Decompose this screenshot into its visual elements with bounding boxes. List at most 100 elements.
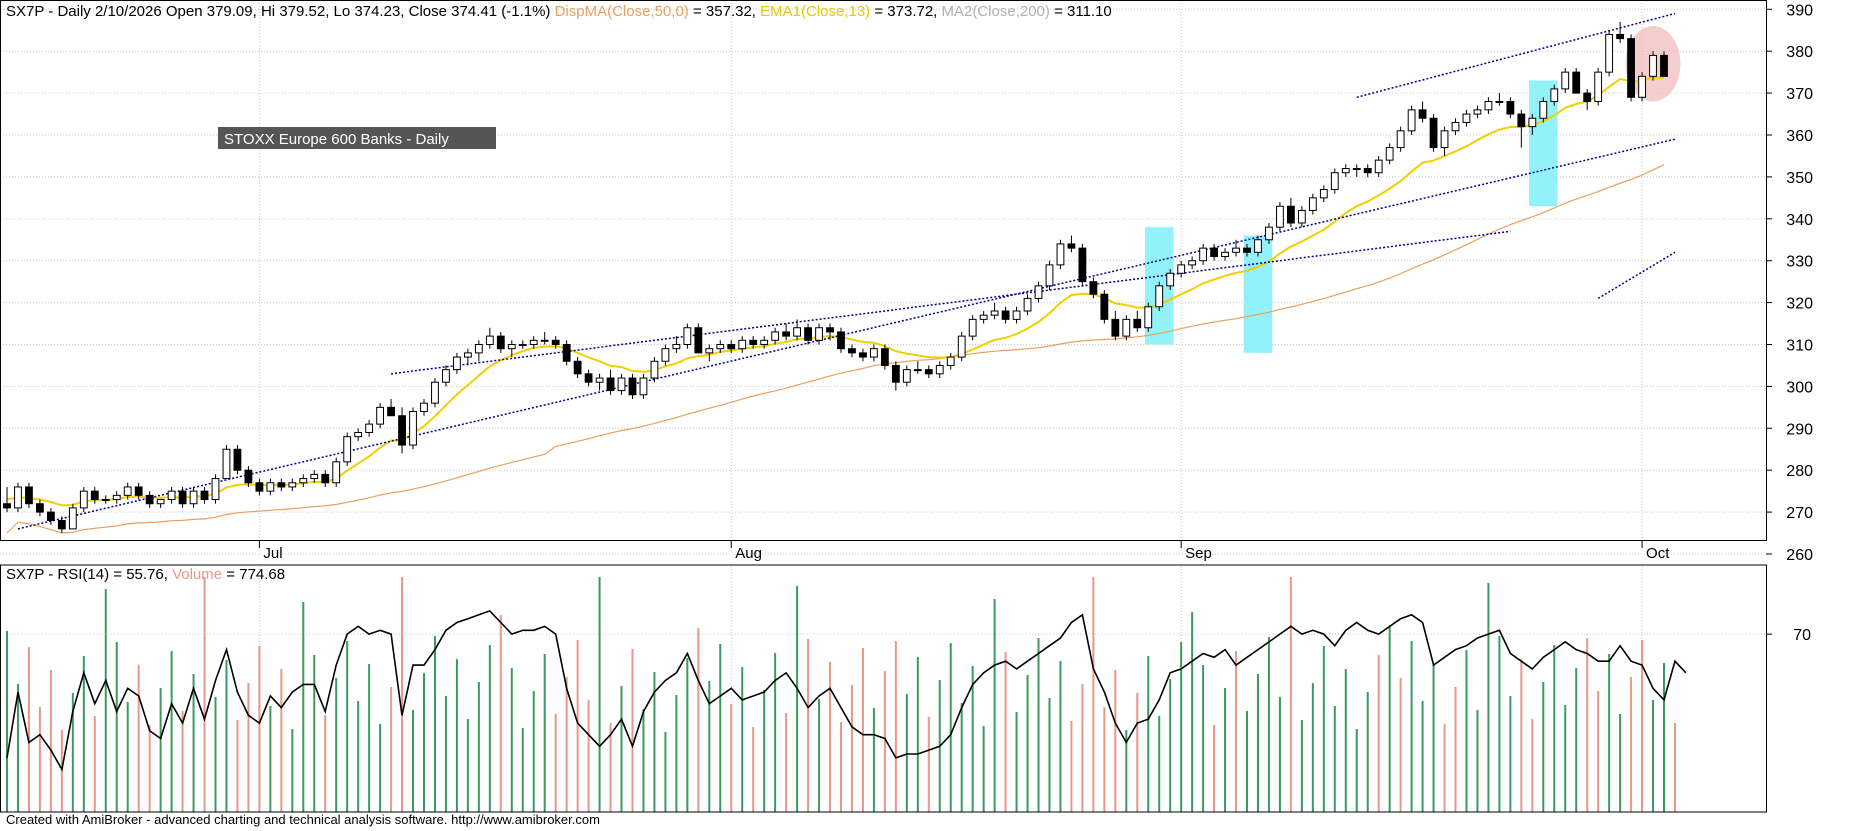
candle-body bbox=[25, 486, 33, 505]
candle-body bbox=[354, 431, 363, 438]
price-tick-label: 310 bbox=[1786, 338, 1813, 355]
candle-body bbox=[672, 344, 681, 350]
candle-body bbox=[178, 490, 187, 505]
candle-body bbox=[244, 469, 253, 484]
price-tick-label: 330 bbox=[1786, 254, 1813, 271]
candle-body bbox=[529, 339, 538, 345]
candle-body bbox=[46, 511, 55, 521]
candle-body bbox=[606, 377, 615, 392]
price-panel-frame bbox=[0, 0, 1767, 541]
candle-body bbox=[935, 364, 944, 375]
candle-body bbox=[1385, 147, 1394, 161]
candle-body bbox=[1045, 264, 1054, 287]
candle-body bbox=[650, 360, 659, 379]
price-tick-label: 270 bbox=[1786, 505, 1813, 522]
candle-body bbox=[277, 482, 286, 488]
price-tick-label: 380 bbox=[1786, 44, 1813, 61]
candle-body bbox=[804, 327, 812, 341]
grid-layer bbox=[0, 0, 1766, 812]
candle-body bbox=[156, 499, 165, 505]
rsi-tick-label: 70 bbox=[1793, 627, 1811, 644]
candle-body bbox=[474, 344, 483, 354]
axes: 260 270 280 290 300 310 320 330 340 350 360 370 380 3… bbox=[0, 0, 1813, 813]
candle-body bbox=[1276, 205, 1284, 228]
candle-body bbox=[1506, 100, 1515, 115]
candle-body bbox=[1210, 247, 1218, 258]
candle-body bbox=[1550, 88, 1559, 102]
candle-body bbox=[1056, 243, 1065, 266]
candle-body bbox=[1308, 197, 1317, 211]
candle-body bbox=[343, 436, 352, 463]
candle-body bbox=[420, 402, 428, 413]
candle-body bbox=[1462, 113, 1471, 123]
candle-body bbox=[453, 356, 461, 371]
candlesticks bbox=[3, 21, 1668, 534]
candle-body bbox=[145, 494, 154, 505]
candle-body bbox=[1265, 226, 1273, 241]
candle-body bbox=[1122, 318, 1131, 337]
rsi-line-path bbox=[6, 609, 1687, 772]
candle-body bbox=[68, 507, 77, 530]
candle-body bbox=[968, 318, 977, 337]
candle-body bbox=[101, 499, 110, 502]
candle-body bbox=[507, 344, 516, 350]
candle-body bbox=[376, 406, 385, 425]
candle-body bbox=[1286, 205, 1295, 224]
dispma-legend: DispMA(Close,50,0) bbox=[555, 3, 689, 20]
candle-body bbox=[617, 377, 626, 392]
candle-body bbox=[134, 486, 143, 496]
candle-body bbox=[1561, 71, 1570, 90]
candle-body bbox=[1254, 239, 1262, 253]
candle-body bbox=[463, 352, 472, 358]
candle-body bbox=[957, 335, 966, 358]
candle-body bbox=[200, 490, 209, 501]
candle-body bbox=[233, 448, 242, 471]
channel-upper-line bbox=[390, 230, 1511, 375]
candle-body bbox=[1583, 92, 1592, 102]
candle-body bbox=[332, 461, 341, 484]
candle-body bbox=[990, 310, 999, 316]
candle-body bbox=[1319, 188, 1328, 199]
candle-body bbox=[1166, 272, 1175, 287]
candle-body bbox=[1451, 121, 1460, 132]
price-tick-label: 260 bbox=[1786, 547, 1813, 564]
candle-body bbox=[1199, 247, 1208, 262]
candle-body bbox=[1660, 54, 1668, 77]
candle-body bbox=[595, 377, 604, 383]
candle-body bbox=[661, 348, 670, 362]
candle-body bbox=[782, 331, 791, 337]
candle-body bbox=[1528, 117, 1537, 128]
price-tick-label: 320 bbox=[1786, 296, 1813, 313]
candle-body bbox=[1111, 318, 1120, 337]
candle-body bbox=[112, 494, 121, 501]
candle-body bbox=[738, 339, 747, 350]
candle-body bbox=[946, 356, 955, 366]
candle-body bbox=[79, 490, 88, 509]
candle-body bbox=[793, 327, 801, 337]
candle-body bbox=[902, 369, 911, 383]
candle-body bbox=[442, 369, 450, 383]
candle-body bbox=[496, 335, 505, 350]
price-tick-label: 350 bbox=[1786, 170, 1813, 187]
volume-legend: Volume bbox=[172, 566, 222, 583]
candle-body bbox=[1374, 159, 1383, 174]
rsi-line bbox=[6, 609, 1687, 772]
candle-body bbox=[1100, 293, 1109, 320]
candle-body bbox=[551, 339, 560, 345]
candle-body bbox=[1484, 100, 1493, 111]
candle-body bbox=[639, 377, 648, 396]
candle-body bbox=[365, 423, 374, 433]
candle-body bbox=[1572, 71, 1581, 94]
candle-body bbox=[431, 381, 439, 404]
candle-body bbox=[1330, 172, 1339, 190]
candle-body bbox=[815, 327, 823, 341]
month-tick-label: Aug bbox=[735, 545, 762, 562]
candle-body bbox=[1243, 247, 1251, 253]
candle-body bbox=[1352, 168, 1361, 171]
price-tick-label: 390 bbox=[1786, 2, 1813, 19]
candle-body bbox=[518, 344, 527, 346]
footer-credit: Created with AmiBroker - advanced charti… bbox=[6, 812, 600, 827]
candle-body bbox=[409, 411, 417, 446]
candle-body bbox=[628, 377, 637, 396]
